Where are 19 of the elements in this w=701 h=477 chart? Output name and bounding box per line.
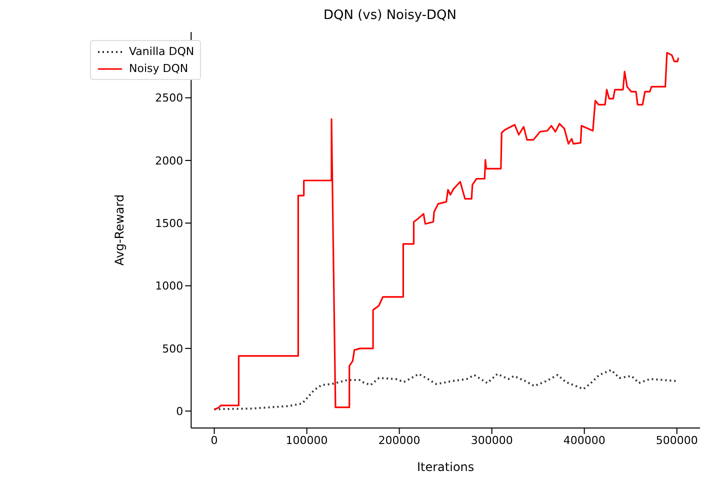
- x-tick-label: 500000: [656, 434, 698, 447]
- x-tick-label: 300000: [470, 434, 513, 447]
- x-tick-label: 400000: [563, 434, 606, 447]
- x-axis-title: Iterations: [417, 460, 474, 474]
- legend-label: Noisy DQN: [129, 61, 188, 77]
- x-tick-label: 200000: [378, 434, 420, 447]
- legend-label: Vanilla DQN: [129, 44, 194, 60]
- y-tick-label: 500: [162, 342, 184, 356]
- x-tick-label: 100000: [286, 434, 328, 447]
- y-tick-label: 2500: [155, 92, 184, 105]
- chart-title: DQN (vs) Noisy-DQN: [322, 8, 458, 23]
- y-tick-label: 1500: [155, 217, 184, 230]
- y-tick-label: 1000: [155, 280, 184, 293]
- line-series: [213, 368, 677, 410]
- y-tick-label: 2000: [155, 154, 184, 168]
- y-tick-label: 0: [176, 404, 184, 418]
- y-axis-title: Avg-Reward: [112, 194, 126, 266]
- x-tick-label: 0: [210, 434, 218, 447]
- line-series: [213, 52, 680, 411]
